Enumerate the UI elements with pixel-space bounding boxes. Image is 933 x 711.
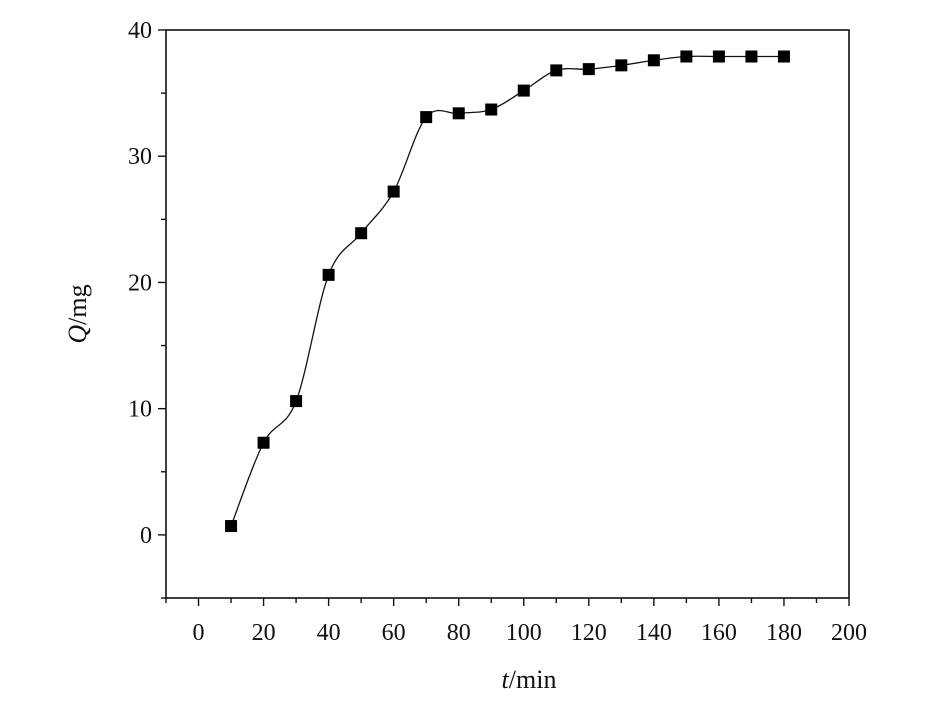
x-tick-label: 20 [252, 620, 276, 646]
data-point [355, 227, 368, 240]
x-axis-label-unit: /min [509, 665, 557, 694]
y-tick-label: 0 [140, 523, 152, 549]
data-point [257, 436, 270, 449]
data-point [745, 50, 758, 63]
x-tick-label: 60 [382, 620, 406, 646]
data-point [322, 268, 335, 281]
x-tick-label: 0 [193, 620, 205, 646]
x-tick-label: 40 [317, 620, 341, 646]
data-point [387, 185, 400, 198]
y-axis-label: Q/mg [63, 284, 92, 343]
x-tick-label: 200 [831, 620, 867, 646]
y-tick-label: 10 [128, 397, 152, 423]
data-point [452, 107, 465, 120]
data-point [647, 54, 660, 67]
data-point [712, 50, 725, 63]
x-tick-label: 100 [506, 620, 542, 646]
x-axis-label: t/min [502, 665, 557, 694]
data-point [680, 50, 693, 63]
series-markers [225, 50, 790, 533]
x-tick-label: 160 [701, 620, 737, 646]
plot-border [165, 29, 850, 599]
data-point [420, 111, 433, 124]
x-axis-ticks: 0 20 40 60 80 100 120 140 160 180 200 [165, 598, 867, 646]
x-tick-label: 80 [447, 620, 471, 646]
data-point [615, 59, 628, 72]
x-tick-label: 120 [571, 620, 607, 646]
series-curve [230, 55, 784, 527]
data-point [777, 50, 790, 63]
data-point [290, 395, 303, 408]
x-tick-label: 140 [636, 620, 672, 646]
y-tick-label: 40 [128, 18, 152, 44]
y-axis-label-unit: /mg [63, 284, 92, 324]
x-axis-label-var: t [502, 665, 510, 694]
data-point [517, 84, 530, 97]
plot-frame [165, 29, 850, 599]
data-point [582, 63, 595, 76]
y-tick-label: 30 [128, 144, 152, 170]
series-line [230, 55, 784, 527]
y-axis-ticks: 0 10 20 30 40 [128, 18, 166, 599]
x-tick-label: 180 [766, 620, 802, 646]
data-point [225, 520, 238, 533]
data-point [485, 103, 498, 116]
data-point [550, 64, 563, 77]
y-axis-label-var: Q [63, 325, 92, 344]
y-tick-label: 20 [128, 270, 152, 296]
